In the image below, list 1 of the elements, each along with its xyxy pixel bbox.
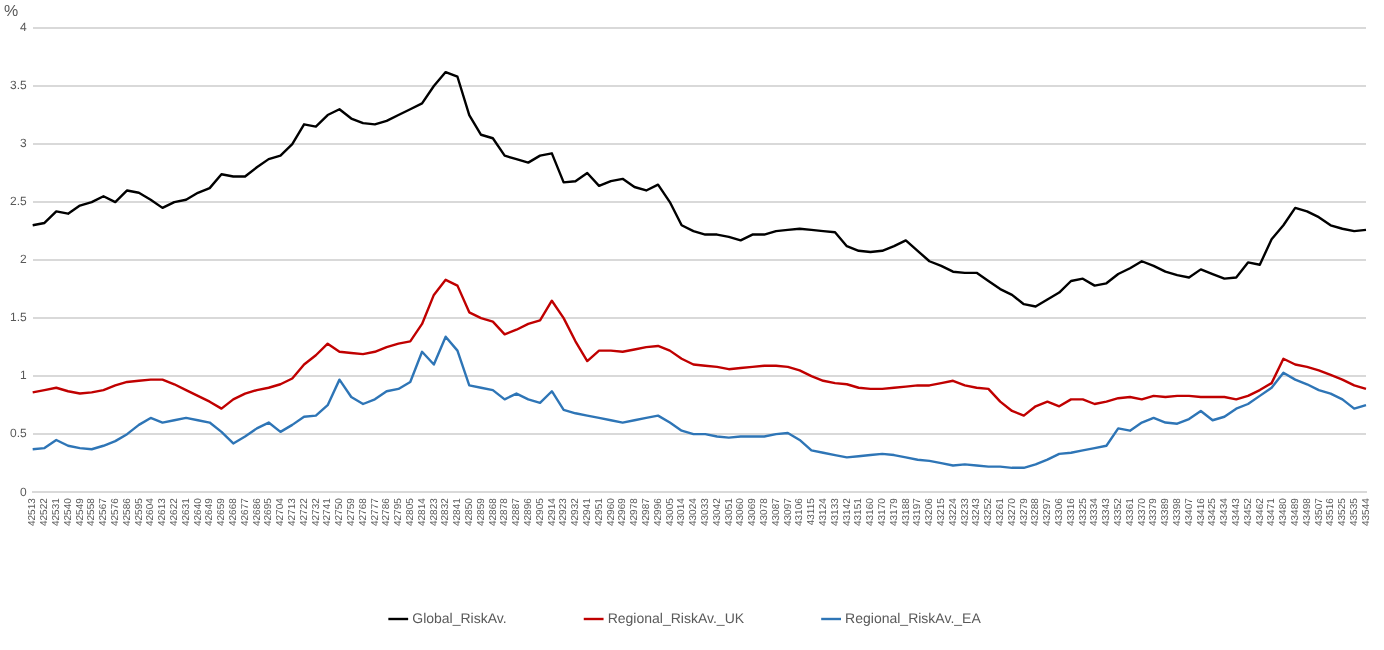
y-axis-title: % bbox=[4, 2, 19, 21]
